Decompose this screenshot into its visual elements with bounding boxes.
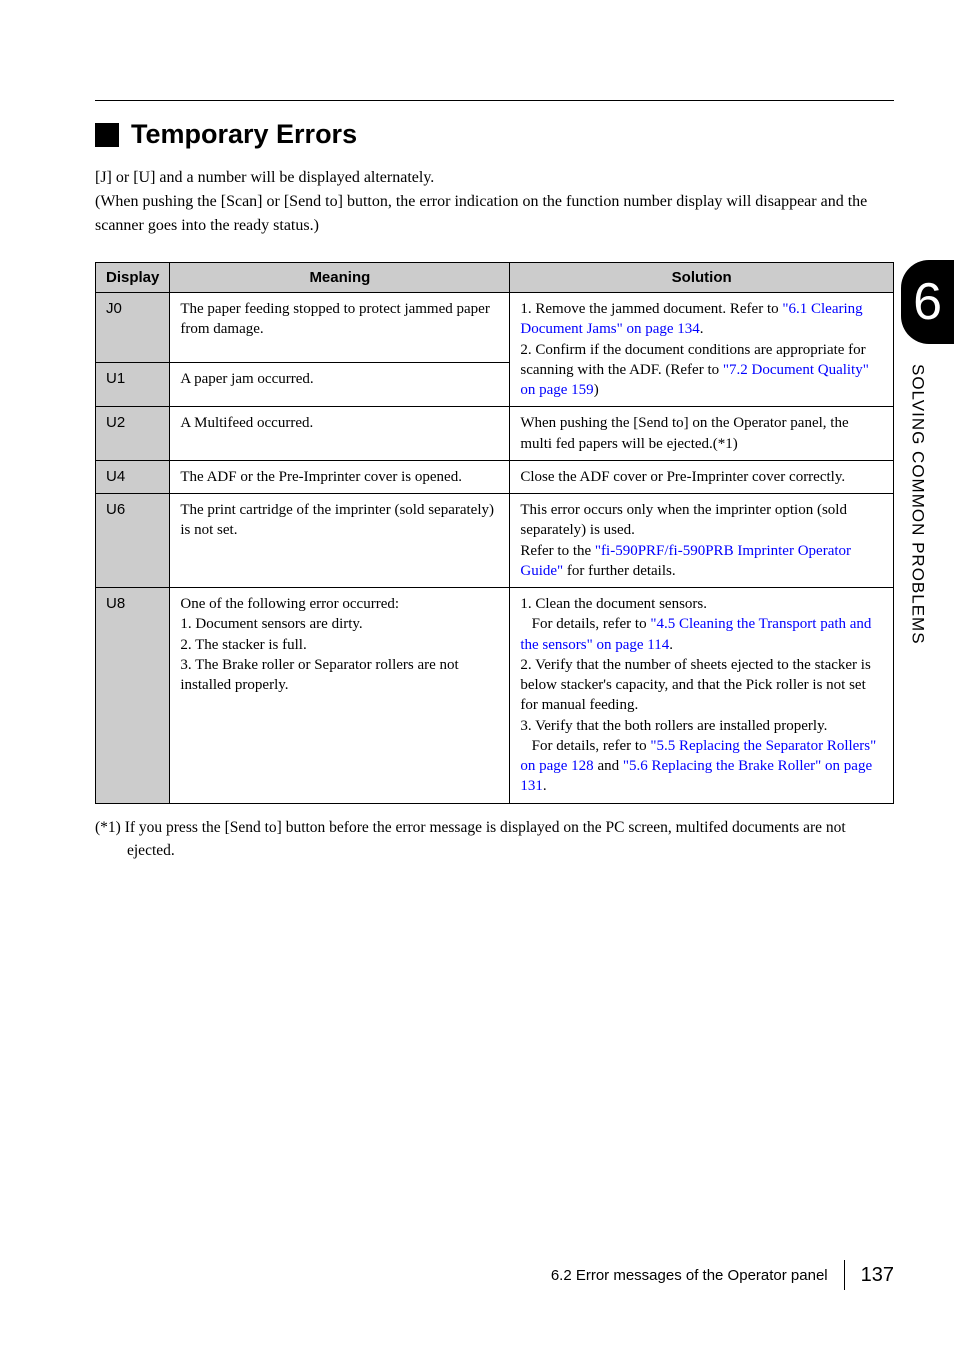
- solution-text: 1. Remove the jammed document. Refer to …: [510, 293, 894, 407]
- section-marker: [95, 123, 119, 147]
- intro-line2: (When pushing the [Scan] or [Send to] bu…: [95, 193, 867, 234]
- page-footer: 6.2 Error messages of the Operator panel…: [551, 1260, 894, 1290]
- table-row: U2 A Multifeed occurred. When pushing th…: [96, 407, 894, 461]
- meaning-text: A Multifeed occurred.: [170, 407, 510, 461]
- footer-divider: [844, 1260, 845, 1290]
- chapter-number: 6: [901, 260, 954, 344]
- section-header: Temporary Errors: [95, 119, 894, 150]
- section-title: Temporary Errors: [131, 119, 357, 150]
- solution-text: Close the ADF cover or Pre-Imprinter cov…: [510, 460, 894, 493]
- intro-paragraph: [J] or [U] and a number will be displaye…: [95, 166, 894, 238]
- table-row: U8 One of the following error occurred: …: [96, 588, 894, 804]
- meaning-text: One of the following error occurred: 1. …: [170, 588, 510, 804]
- footnote: (*1) If you press the [Send to] button b…: [95, 816, 894, 863]
- table-row: J0 The paper feeding stopped to protect …: [96, 293, 894, 363]
- display-code: U8: [96, 588, 170, 804]
- solution-text: This error occurs only when the imprinte…: [510, 494, 894, 588]
- display-code: U1: [96, 363, 170, 407]
- display-code: J0: [96, 293, 170, 363]
- intro-line1: [J] or [U] and a number will be displaye…: [95, 169, 434, 186]
- table-row: U6 The print cartridge of the imprinter …: [96, 494, 894, 588]
- meaning-text: The paper feeding stopped to protect jam…: [170, 293, 510, 363]
- table-row: U4 The ADF or the Pre-Imprinter cover is…: [96, 460, 894, 493]
- chapter-title: SOLVING COMMON PROBLEMS: [908, 364, 928, 645]
- error-table: Display Meaning Solution J0 The paper fe…: [95, 262, 894, 804]
- display-code: U6: [96, 494, 170, 588]
- footer-section-title: 6.2 Error messages of the Operator panel: [551, 1267, 828, 1284]
- page-number: 137: [861, 1264, 894, 1287]
- header-display: Display: [96, 263, 170, 293]
- meaning-text: The print cartridge of the imprinter (so…: [170, 494, 510, 588]
- side-tab: 6 SOLVING COMMON PROBLEMS: [901, 260, 954, 645]
- section-divider: [95, 100, 894, 101]
- meaning-text: The ADF or the Pre-Imprinter cover is op…: [170, 460, 510, 493]
- header-solution: Solution: [510, 263, 894, 293]
- display-code: U4: [96, 460, 170, 493]
- solution-text: When pushing the [Send to] on the Operat…: [510, 407, 894, 461]
- display-code: U2: [96, 407, 170, 461]
- meaning-text: A paper jam occurred.: [170, 363, 510, 407]
- solution-text: 1. Clean the document sensors. For detai…: [510, 588, 894, 804]
- header-meaning: Meaning: [170, 263, 510, 293]
